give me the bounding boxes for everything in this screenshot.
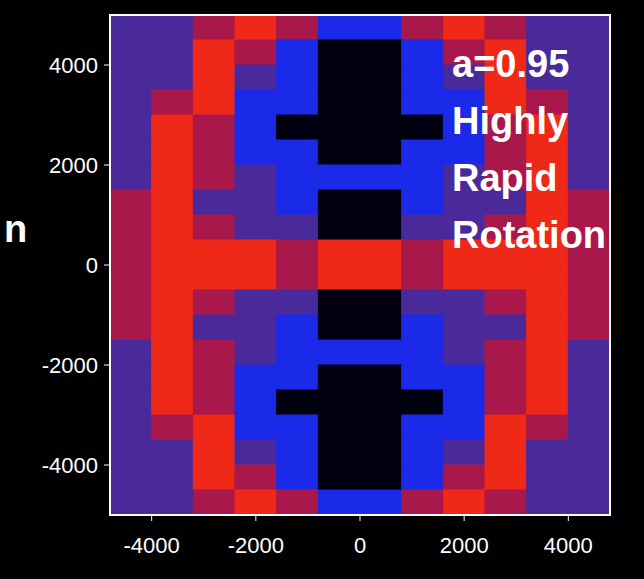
html-text:a=0.95: a=0.95	[452, 43, 570, 85]
html-text:n: n	[4, 208, 28, 250]
svg-text:4000: 4000	[544, 533, 593, 558]
svg-text:2000: 2000	[49, 153, 98, 178]
html-text:Rapid: Rapid	[452, 157, 558, 199]
svg-text:4000: 4000	[49, 53, 98, 78]
svg-text:2000: 2000	[440, 533, 489, 558]
svg-text:-4000: -4000	[42, 453, 98, 478]
svg-text:0: 0	[354, 533, 366, 558]
svg-text:0: 0	[86, 253, 98, 278]
html-text:Highly: Highly	[452, 100, 569, 142]
svg-text:-2000: -2000	[228, 533, 284, 558]
svg-text:-2000: -2000	[42, 353, 98, 378]
html-text:Rotation: Rotation	[452, 214, 607, 256]
svg-text:-4000: -4000	[124, 533, 180, 558]
